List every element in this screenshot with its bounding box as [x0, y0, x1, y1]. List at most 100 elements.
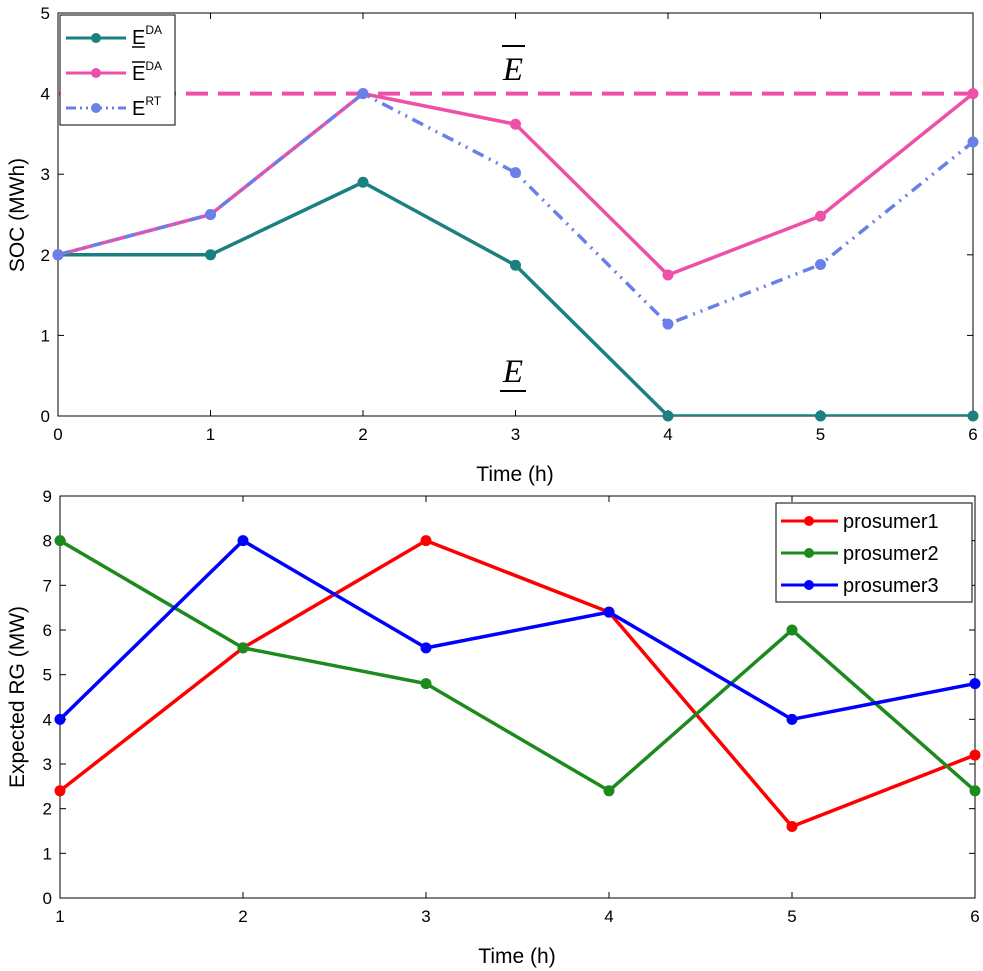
data-point-e-da-lower: [815, 410, 826, 422]
rg-y-tick-label: 3: [43, 755, 52, 774]
soc-legend-box: [59, 14, 176, 126]
soc-legend: EDA EDA ERT: [59, 14, 176, 126]
data-point-e-da-lower: [205, 249, 216, 261]
rg-y-ticks: 0 1 2 3 4 5 6 7 8 9: [43, 487, 975, 908]
rg-legend: prosumer1 prosumer2 prosumer3: [775, 502, 973, 603]
data-point-prosumer1: [54, 785, 66, 797]
rg-series: [60, 538, 975, 829]
legend-entry-prosumer2: prosumer2: [781, 543, 939, 565]
soc-x-ticks: 0 1 2 3 4 5 6: [53, 13, 978, 444]
legend-entry-prosumer1: prosumer1: [781, 511, 939, 533]
data-point-prosumer3: [54, 713, 66, 725]
lower-bound-label: E: [502, 354, 523, 390]
data-point-prosumer2: [786, 624, 798, 636]
rg-x-tick-label: 2: [238, 907, 247, 926]
series-line-prosumer1: [60, 538, 975, 829]
data-point-e-rt: [967, 136, 979, 148]
rg-y-tick-label: 2: [43, 800, 52, 819]
data-point-e-da-upper: [815, 210, 826, 222]
data-point-e-da-lower: [510, 259, 521, 271]
soc-y-tick-label: 5: [41, 4, 50, 23]
legend-entry-e-da-lower: EDA: [66, 23, 162, 49]
data-point-prosumer2: [237, 642, 249, 654]
data-point-prosumer2: [969, 785, 981, 797]
data-point-e-rt: [52, 249, 64, 261]
data-point-prosumer3: [786, 713, 798, 725]
data-point-e-da-lower: [967, 410, 979, 422]
data-point-e-rt: [510, 167, 521, 179]
rg-markers: [54, 535, 981, 833]
rg-x-ticks: 1 2 3 4 5 6: [55, 496, 980, 926]
legend-label-prosumer1: prosumer1: [843, 511, 939, 533]
soc-y-tick-label: 2: [41, 246, 50, 265]
rg-y-tick-label: 5: [43, 666, 52, 685]
data-point-prosumer3: [969, 678, 981, 690]
data-point-prosumer2: [54, 535, 66, 547]
rg-y-tick-label: 7: [43, 576, 52, 595]
rg-y-tick-label: 9: [43, 487, 52, 506]
rg-y-tick-label: 4: [43, 710, 52, 729]
rg-y-tick-label: 6: [43, 621, 52, 640]
data-point-prosumer1: [786, 821, 798, 833]
soc-y-tick-label: 3: [41, 165, 50, 184]
legend-marker-e-da-upper: [91, 68, 101, 78]
data-point-e-rt: [205, 209, 216, 220]
soc-y-tick-label: 0: [41, 407, 50, 426]
data-point-prosumer3: [237, 535, 249, 547]
rg-y-tick-label: 8: [43, 532, 52, 551]
soc-x-tick-label: 2: [358, 425, 367, 444]
legend-marker-e-da-lower: [91, 33, 101, 43]
data-point-prosumer1: [420, 535, 432, 547]
legend-marker-e-rt: [91, 103, 101, 113]
lower-bound-annotation: E: [500, 354, 526, 392]
data-point-e-da-upper: [967, 88, 979, 100]
legend-label-e-da-upper: EDA: [132, 59, 162, 85]
legend-entry-e-da-upper: EDA: [66, 59, 162, 85]
series-line-prosumer3: [60, 538, 975, 722]
soc-y-tick-label: 1: [41, 326, 50, 345]
rg-y-axis-label: Expected RG (MW): [6, 606, 29, 788]
data-point-prosumer3: [603, 606, 615, 618]
upper-bound-label: E: [502, 52, 523, 88]
soc-markers: [52, 88, 979, 422]
legend-entry-prosumer3: prosumer3: [781, 575, 939, 597]
data-point-prosumer2: [420, 678, 432, 690]
legend-marker-prosumer2: [804, 548, 814, 558]
data-point-e-da-upper: [662, 269, 674, 281]
soc-x-tick-label: 5: [816, 425, 825, 444]
series-line-prosumer2: [60, 539, 975, 793]
rg-x-tick-label: 6: [970, 907, 979, 926]
legend-label-e-rt: ERT: [132, 94, 162, 120]
soc-x-tick-label: 3: [511, 425, 520, 444]
data-point-prosumer2: [603, 785, 615, 797]
legend-marker-prosumer1: [804, 516, 814, 526]
data-point-prosumer1: [969, 749, 981, 761]
rg-x-tick-label: 5: [787, 907, 796, 926]
rg-x-tick-label: 3: [421, 907, 430, 926]
data-point-e-da-lower: [357, 176, 369, 188]
rg-y-tick-label: 0: [43, 889, 52, 908]
legend-entry-e-rt: ERT: [66, 94, 162, 120]
legend-label-e-da-lower: EDA: [132, 23, 162, 49]
rg-x-tick-label: 4: [604, 907, 613, 926]
rg-x-tick-label: 1: [55, 907, 64, 926]
data-point-e-rt: [662, 318, 674, 330]
data-point-e-rt: [815, 258, 826, 270]
soc-chart: 0 1 2 3 4 5 6 0 1 2 3 4 5 Time (h) SOC (MWh) E E ED…: [6, 4, 979, 486]
data-point-e-rt: [357, 88, 369, 100]
data-point-prosumer3: [420, 642, 432, 654]
rg-y-tick-label: 1: [43, 844, 52, 863]
legend-label-prosumer3: prosumer3: [843, 575, 939, 597]
soc-x-tick-label: 4: [663, 425, 672, 444]
soc-x-tick-label: 0: [53, 425, 62, 444]
soc-y-tick-label: 4: [41, 85, 50, 104]
soc-y-axis-label: SOC (MWh): [6, 158, 29, 272]
rg-x-axis-label: Time (h): [478, 945, 555, 968]
data-point-e-da-upper: [510, 118, 521, 130]
legend-label-prosumer2: prosumer2: [843, 543, 939, 565]
soc-x-axis-label: Time (h): [476, 463, 553, 486]
upper-bound-annotation: E: [502, 45, 525, 88]
